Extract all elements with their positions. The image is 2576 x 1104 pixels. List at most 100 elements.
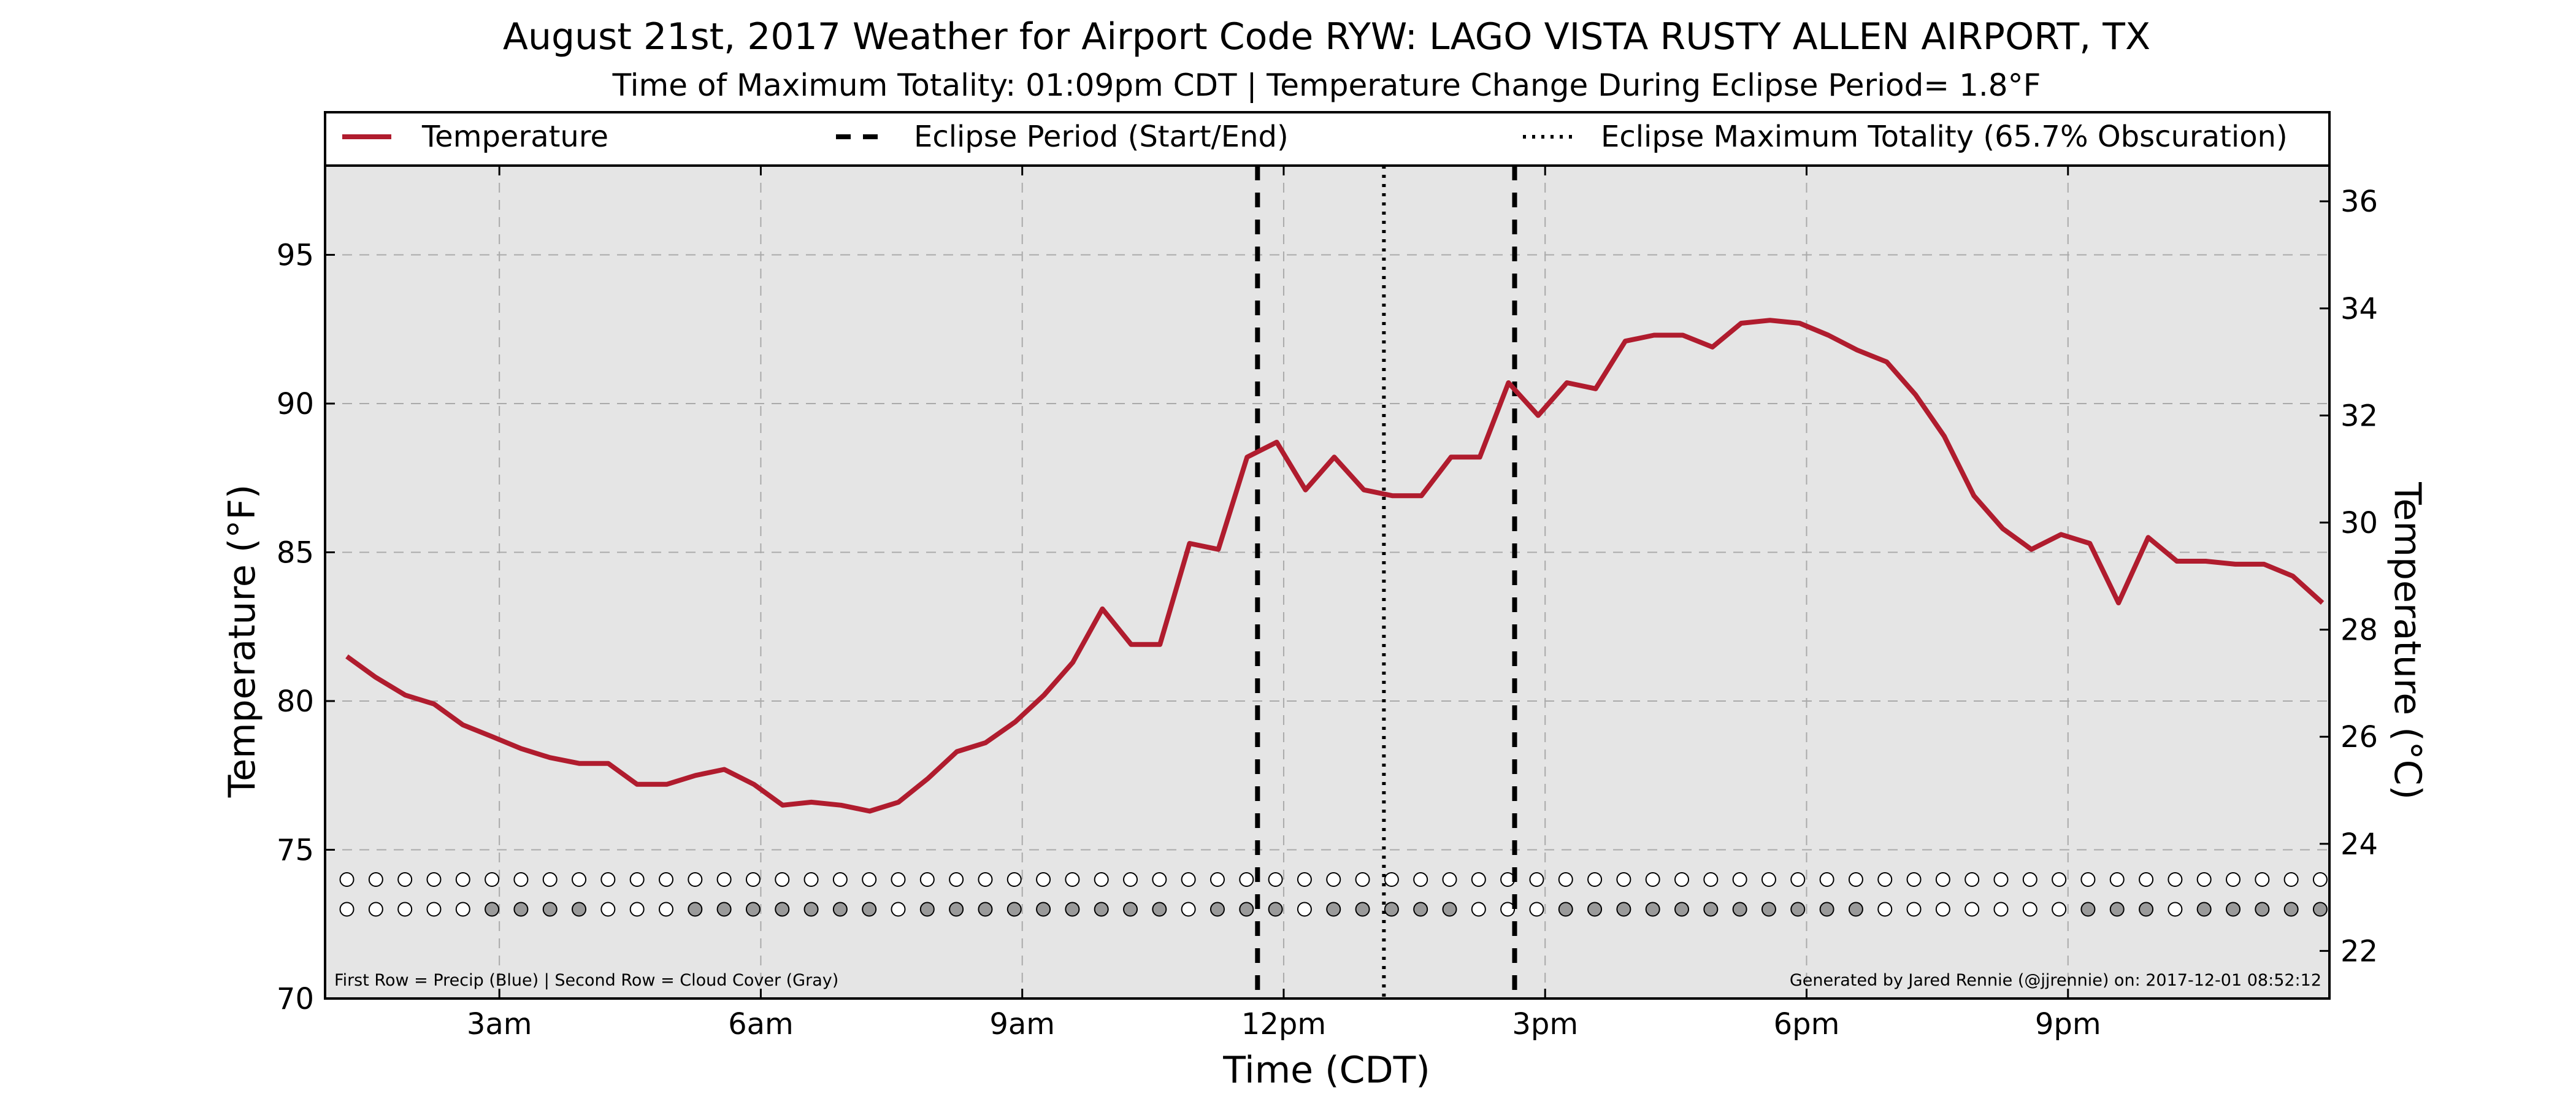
precip-marker — [1065, 872, 1080, 887]
cloud-marker — [513, 902, 529, 917]
y2-tick-label: 26 — [2340, 720, 2378, 754]
y-tick-label: 95 — [277, 239, 314, 273]
cloud-marker — [1123, 902, 1138, 917]
precip-marker — [862, 872, 877, 887]
precip-marker — [1326, 872, 1341, 887]
cloud-marker — [1209, 902, 1225, 917]
precip-marker — [658, 872, 673, 887]
precip-marker — [485, 872, 500, 887]
precip-marker — [1471, 872, 1486, 887]
cloud-marker — [1413, 902, 1428, 917]
precip-marker — [1268, 872, 1283, 887]
cloud-marker — [542, 902, 558, 917]
legend-temperature-label: Temperature — [421, 120, 608, 154]
y2-tick-label: 24 — [2340, 827, 2378, 862]
legend-eclipse-max-label: Eclipse Maximum Totality (65.7% Obscurat… — [1601, 120, 2288, 154]
cloud-marker — [1674, 902, 1690, 917]
precip-marker — [803, 872, 819, 887]
precip-marker — [1384, 872, 1399, 887]
precip-marker — [1006, 872, 1022, 887]
y2-axis-ticks: 22 24 26 28 30 32 34 36 — [2320, 185, 2378, 968]
precip-marker — [1152, 872, 1167, 887]
precip-marker — [2080, 872, 2096, 887]
x-tick-label: 3am — [467, 1007, 532, 1041]
precip-marker — [629, 872, 645, 887]
y-tick-label: 85 — [277, 536, 314, 570]
precip-marker — [716, 872, 732, 887]
cloud-marker — [891, 902, 906, 917]
x-axis-ticks: 3am 6am 9am 12pm 3pm 6pm 9pm — [467, 166, 2101, 1041]
precip-marker — [949, 872, 964, 887]
cloud-marker — [2196, 902, 2212, 917]
cloud-marker — [2312, 902, 2328, 917]
cloud-marker — [862, 902, 877, 917]
precip-marker — [891, 872, 906, 887]
cloud-marker — [1703, 902, 1719, 917]
cloud-marker — [485, 902, 500, 917]
precip-marker — [1558, 872, 1573, 887]
cloud-marker — [1239, 902, 1254, 917]
precip-marker — [1761, 872, 1776, 887]
marker-rows — [339, 872, 2328, 917]
precip-marker — [1181, 872, 1196, 887]
precip-marker — [1442, 872, 1457, 887]
cloud-marker — [1500, 902, 1516, 917]
cloud-marker — [2139, 902, 2154, 917]
precip-marker — [339, 872, 355, 887]
precip-marker — [1297, 872, 1312, 887]
footnote-right: Generated by Jared Rennie (@jjrennie) on… — [1790, 971, 2321, 990]
precip-marker — [513, 872, 529, 887]
chart-title: August 21st, 2017 Weather for Airport Co… — [503, 15, 2150, 58]
cloud-marker — [775, 902, 790, 917]
y-axis-ticks: 70 75 80 85 90 95 — [277, 239, 335, 1016]
plot-area — [325, 166, 2329, 999]
precip-marker — [2052, 872, 2067, 887]
eclipse-lines — [1255, 166, 1517, 999]
cloud-marker — [2225, 902, 2241, 917]
precip-marker — [1094, 872, 1109, 887]
cloud-marker — [1790, 902, 1806, 917]
precip-marker — [2196, 872, 2212, 887]
y2-tick-label: 34 — [2340, 292, 2378, 326]
precip-marker — [1790, 872, 1806, 887]
precip-marker — [1906, 872, 1922, 887]
precip-marker — [919, 872, 935, 887]
legend-box — [324, 111, 2331, 167]
precip-marker — [1703, 872, 1719, 887]
precip-marker — [1993, 872, 2009, 887]
precip-marker — [1036, 872, 1051, 887]
cloud-marker — [397, 902, 413, 917]
cloud-marker — [368, 902, 383, 917]
cloud-marker — [1645, 902, 1660, 917]
precip-marker — [1123, 872, 1138, 887]
cloud-marker — [1935, 902, 1950, 917]
precip-marker — [542, 872, 558, 887]
y-tick-label: 75 — [277, 834, 314, 868]
precip-marker — [1616, 872, 1631, 887]
precip-marker — [600, 872, 616, 887]
precip-marker — [1587, 872, 1603, 887]
cloud-marker — [1848, 902, 1863, 917]
precip-marker — [455, 872, 470, 887]
y-tick-label: 90 — [277, 387, 314, 421]
cloud-marker — [572, 902, 587, 917]
cloud-marker — [803, 902, 819, 917]
y-axis-label: Temperature (°F) — [221, 485, 264, 798]
cloud-marker — [339, 902, 355, 917]
precip-marker — [2225, 872, 2241, 887]
precip-marker — [1819, 872, 1834, 887]
x-tick-label: 6pm — [1774, 1007, 1840, 1041]
cloud-marker — [1906, 902, 1922, 917]
chart-subtitle: Time of Maximum Totality: 01:09pm CDT | … — [612, 67, 2041, 103]
cloud-marker — [1471, 902, 1486, 917]
y2-tick-label: 30 — [2340, 506, 2378, 540]
cloud-marker — [1065, 902, 1080, 917]
cloud-marker — [1877, 902, 1893, 917]
cloud-marker — [1006, 902, 1022, 917]
precip-marker — [688, 872, 703, 887]
cloud-marker — [1965, 902, 1980, 917]
cloud-marker — [2168, 902, 2183, 917]
cloud-marker — [919, 902, 935, 917]
legend-eclipse-period-label: Eclipse Period (Start/End) — [914, 120, 1289, 154]
cloud-marker — [426, 902, 442, 917]
